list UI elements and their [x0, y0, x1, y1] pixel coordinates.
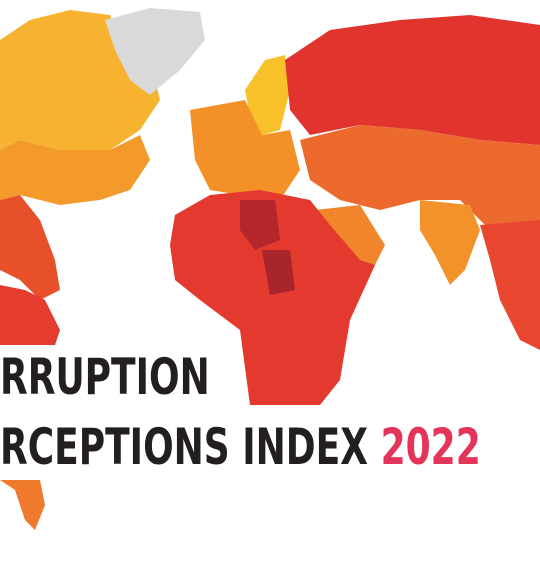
title-line: RCEPTIONS INDEX 2022	[0, 418, 481, 476]
region	[0, 480, 45, 530]
region	[420, 200, 480, 285]
region	[0, 285, 60, 345]
region	[0, 195, 60, 300]
region	[262, 250, 295, 295]
title-text: RCEPTIONS INDEX	[0, 418, 369, 476]
title-text: RRUPTION	[0, 348, 210, 406]
region	[285, 15, 540, 145]
region	[0, 135, 150, 205]
region	[170, 190, 375, 405]
region	[480, 220, 540, 350]
region	[105, 8, 205, 95]
title-line: RRUPTION	[0, 348, 210, 406]
region	[240, 200, 280, 250]
region	[300, 125, 540, 230]
title-band	[0, 407, 457, 480]
year: 2022	[380, 418, 481, 476]
region	[245, 55, 290, 135]
region	[190, 100, 300, 200]
title-band	[0, 345, 207, 407]
